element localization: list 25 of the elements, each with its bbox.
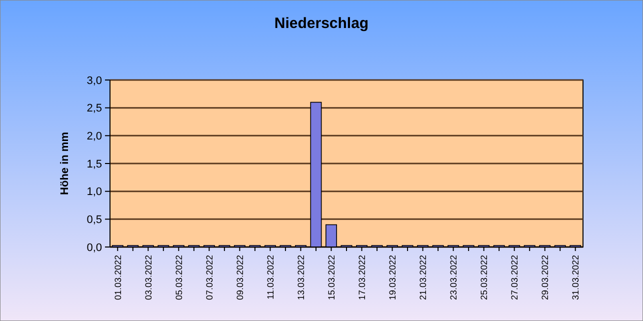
x-tick-label: 29.03.2022 [540,255,550,300]
y-tick-label: 1,5 [86,158,102,170]
x-tick-label: 23.03.2022 [448,255,458,300]
y-tick-label: 0,0 [86,242,102,254]
y-tick-label: 2,5 [86,102,102,115]
x-tick-label: 07.03.2022 [204,255,214,300]
y-tick-label: 2,0 [86,130,102,143]
x-tick-label: 21.03.2022 [418,255,428,300]
x-tick-label: 31.03.2022 [570,255,581,300]
chart-title: Niederschlag [274,15,369,32]
x-tick-label: 05.03.2022 [174,255,184,300]
x-tick-label: 17.03.2022 [356,255,367,300]
x-tick-label: 11.03.2022 [265,255,276,300]
y-tick-label: 0,5 [86,214,102,226]
x-tick-label: 19.03.2022 [387,255,398,300]
x-tick-label: 09.03.2022 [234,255,245,300]
x-tick-label: 15.03.2022 [326,255,336,300]
y-axis-title: Höhe in mm [59,132,71,195]
y-tick-label: 1,0 [86,186,102,198]
x-tick-label: 01.03.2022 [112,255,123,300]
x-tick-label: 27.03.2022 [509,255,520,300]
x-tick-label: 13.03.2022 [296,255,306,300]
y-tick-label: 3,0 [86,74,102,87]
x-tick-label: 25.03.2022 [478,255,489,300]
x-tick-label: 03.03.2022 [143,255,154,300]
